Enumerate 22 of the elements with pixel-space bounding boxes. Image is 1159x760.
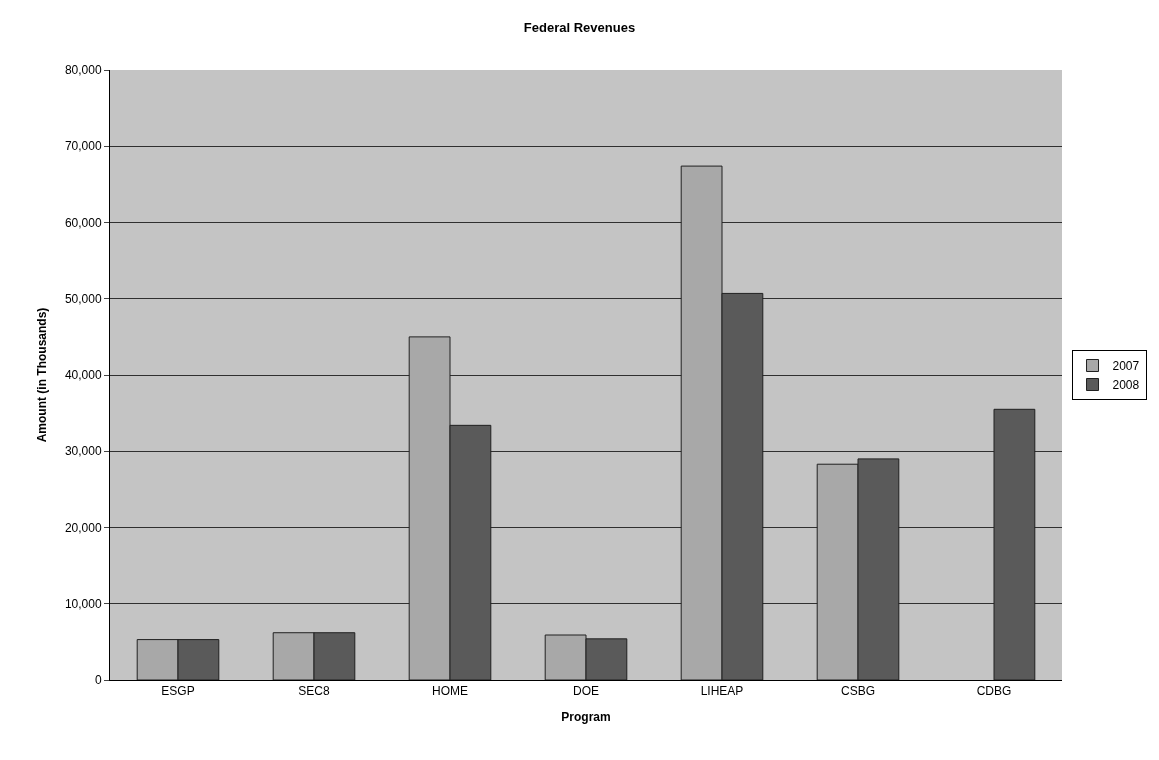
x-tick-label: HOME — [432, 684, 468, 699]
y-tick-label: 0 — [94, 673, 102, 688]
y-tick-label: 60,000 — [64, 215, 102, 230]
bar — [993, 408, 1036, 680]
y-tick-label: 40,000 — [64, 368, 102, 383]
x-tick-label: DOE — [572, 684, 600, 699]
y-tick-label: 20,000 — [64, 520, 102, 535]
legend-label: 2008 — [1112, 378, 1140, 393]
x-axis-title: Program — [561, 710, 611, 725]
y-tick-label: 70,000 — [64, 139, 102, 154]
x-tick-label: SEC8 — [298, 684, 330, 699]
chart-title: Federal Revenues — [523, 19, 636, 35]
x-tick-label: ESGP — [161, 684, 195, 699]
y-tick-label: 30,000 — [64, 444, 102, 459]
x-tick-label: LIHEAP — [700, 684, 744, 699]
y-tick-label: 10,000 — [64, 596, 102, 611]
legend-label: 2007 — [1112, 359, 1140, 374]
y-tick-label: 50,000 — [64, 291, 102, 306]
y-axis-title: Amount (in Thousands) — [35, 307, 50, 443]
x-tick-label: CDBG — [976, 684, 1012, 699]
y-tick-label: 80,000 — [64, 63, 102, 78]
x-tick-label: CSBG — [840, 684, 876, 699]
